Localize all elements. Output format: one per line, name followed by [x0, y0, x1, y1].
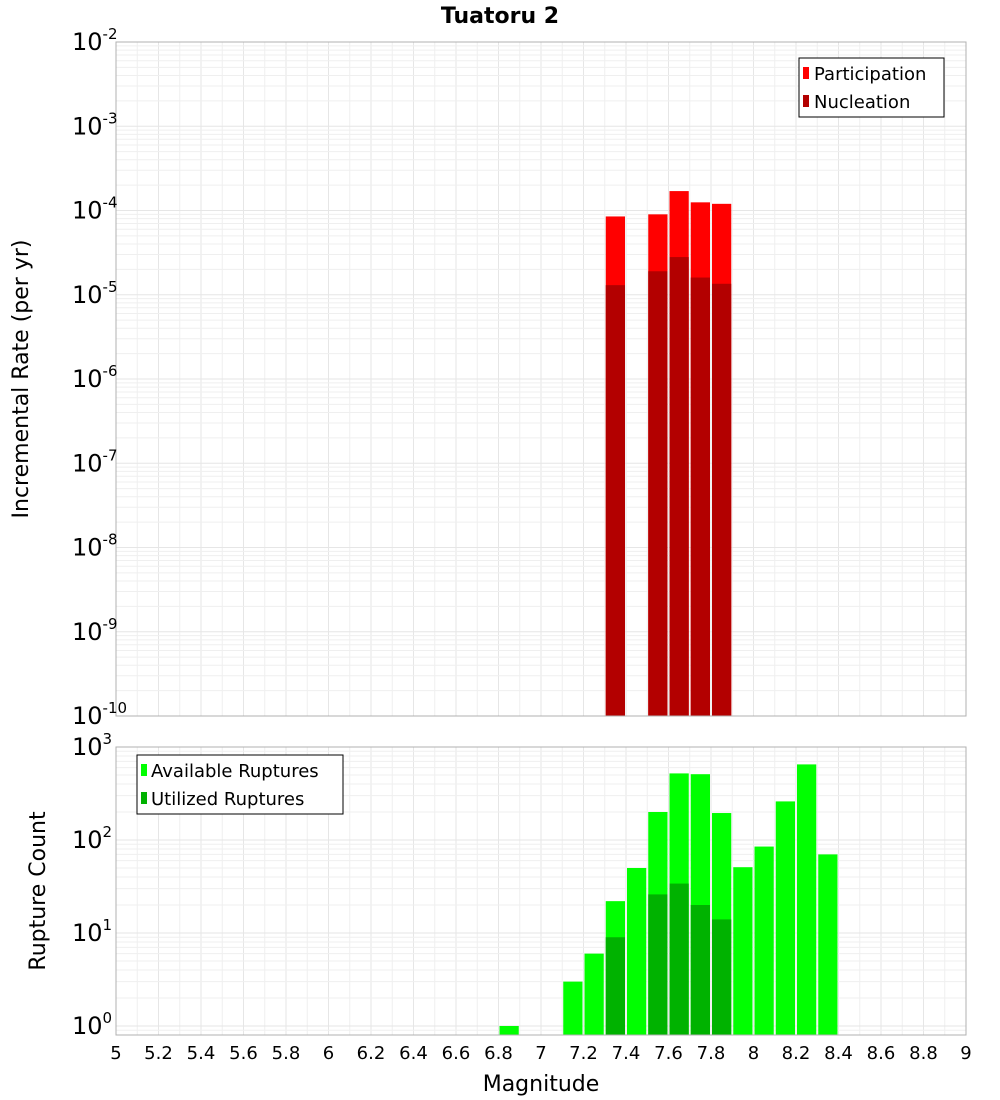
x-tick-label: 5.2	[144, 1043, 173, 1064]
x-tick-label: 8	[748, 1043, 759, 1064]
x-tick-label: 7.2	[569, 1043, 598, 1064]
incremental-rate-legend-box	[798, 57, 945, 118]
rupture-count-bar-utilized-ruptures	[690, 904, 710, 1035]
incremental-rate-panel: 10-10 10-9 10-8 10-7 10-6 10-5 10-4 10-3 10-2 In…	[9, 25, 967, 730]
x-axis-label: Magnitude	[483, 1072, 600, 1097]
incremental-rate-y-tick-label: 10-3	[72, 109, 118, 140]
rupture-count-bar-available-ruptures	[584, 953, 604, 1035]
x-tick-label: 6.4	[399, 1043, 428, 1064]
incremental-rate-bar-nucleation	[669, 257, 689, 716]
incremental-rate-y-tick-label: 10-6	[72, 362, 118, 393]
x-tick-label: 8.8	[909, 1043, 938, 1064]
incremental-rate-y-axis-label: Incremental Rate (per yr)	[9, 240, 34, 519]
rupture-count-plot-frame	[115, 746, 967, 1036]
rupture-count-y-tick-label: 100	[72, 1009, 112, 1040]
legend-label-participation: Participation	[814, 64, 926, 85]
incremental-rate-y-tick-label: 10-5	[72, 278, 118, 309]
rupture-count-bar-available-ruptures	[754, 846, 774, 1035]
rupture-count-bar-available-ruptures	[627, 867, 647, 1035]
legend-swatch-participation	[803, 67, 809, 79]
x-tick-label: 6.6	[442, 1043, 471, 1064]
incremental-rate-y-tick-label: 10-9	[72, 615, 118, 646]
x-tick-label: 8.6	[867, 1043, 896, 1064]
incremental-rate-bar-nucleation	[690, 277, 710, 716]
rupture-count-y-tick-label: 103	[72, 730, 112, 761]
x-axis-ticks: 5 5.2 5.4 5.6 5.8 6 6.2 6.4 6.6 6.8 7 7.2 7.4 7.6 7.8 8…	[110, 1043, 971, 1064]
rupture-count-y-axis-label: Rupture Count	[26, 811, 51, 971]
incremental-rate-y-tick-label: 10-8	[72, 531, 118, 562]
x-tick-label: 7.6	[654, 1043, 683, 1064]
rupture-count-bar-utilized-ruptures	[605, 937, 625, 1035]
incremental-rate-y-tick-label: 10-10	[72, 699, 127, 730]
incremental-rate-plot-frame	[115, 41, 967, 717]
x-tick-label: 6.2	[357, 1043, 386, 1064]
x-tick-label: 5	[110, 1043, 121, 1064]
legend-label-utilized-ruptures: Utilized Ruptures	[151, 789, 304, 810]
incremental-rate-bars	[605, 191, 732, 717]
chart-title: Tuatoru 2	[441, 4, 559, 29]
rupture-count-bar-available-ruptures	[797, 764, 817, 1035]
rupture-count-bars	[499, 764, 838, 1035]
rupture-count-bar-available-ruptures	[818, 854, 838, 1035]
x-tick-label: 5.4	[187, 1043, 216, 1064]
legend-swatch-nucleation	[803, 95, 809, 107]
rupture-count-bar-available-ruptures	[775, 801, 795, 1035]
legend-label-nucleation: Nucleation	[814, 92, 910, 113]
rupture-count-bar-available-ruptures	[499, 1025, 519, 1035]
incremental-rate-y-tick-label: 10-7	[72, 446, 118, 477]
incremental-rate-bar-nucleation	[712, 283, 732, 716]
rupture-count-y-tick-label: 101	[72, 916, 112, 947]
x-tick-label: 8.4	[824, 1043, 853, 1064]
legend-label-available-ruptures: Available Ruptures	[151, 761, 319, 782]
x-tick-label: 9	[960, 1043, 971, 1064]
x-tick-label: 6.8	[484, 1043, 513, 1064]
x-tick-label: 7.4	[612, 1043, 641, 1064]
incremental-rate-grid	[115, 42, 967, 717]
rupture-count-legend: Available Ruptures Utilized Ruptures	[136, 754, 344, 815]
rupture-count-bar-utilized-ruptures	[712, 919, 732, 1035]
incremental-rate-y-tick-label: 10-2	[72, 25, 118, 56]
incremental-rate-y-tick-label: 10-4	[72, 194, 118, 225]
legend-swatch-utilized-ruptures	[141, 792, 147, 804]
rupture-count-legend-box	[136, 754, 344, 815]
legend-swatch-available-ruptures	[141, 764, 147, 776]
rupture-count-bar-available-ruptures	[563, 981, 583, 1035]
rupture-count-bar-available-ruptures	[733, 867, 753, 1035]
x-tick-label: 6	[323, 1043, 334, 1064]
incremental-rate-bar-nucleation	[605, 285, 625, 716]
rupture-count-bar-utilized-ruptures	[669, 883, 689, 1035]
x-tick-label: 8.2	[782, 1043, 811, 1064]
x-tick-label: 7	[535, 1043, 546, 1064]
rupture-count-y-tick-label: 102	[72, 823, 112, 854]
incremental-rate-legend: Participation Nucleation	[798, 57, 945, 118]
rupture-count-panel: 100 101 102 103 Rupture Count Available Rup…	[26, 730, 967, 1040]
rupture-count-y-ticks: 100 101 102 103	[72, 730, 112, 1040]
rupture-count-bar-utilized-ruptures	[648, 894, 668, 1035]
x-tick-label: 7.8	[697, 1043, 726, 1064]
x-tick-label: 5.8	[272, 1043, 301, 1064]
x-tick-label: 5.6	[229, 1043, 258, 1064]
incremental-rate-bar-nucleation	[648, 271, 668, 716]
incremental-rate-y-ticks: 10-10 10-9 10-8 10-7 10-6 10-5 10-4 10-3 10-2	[72, 25, 127, 730]
